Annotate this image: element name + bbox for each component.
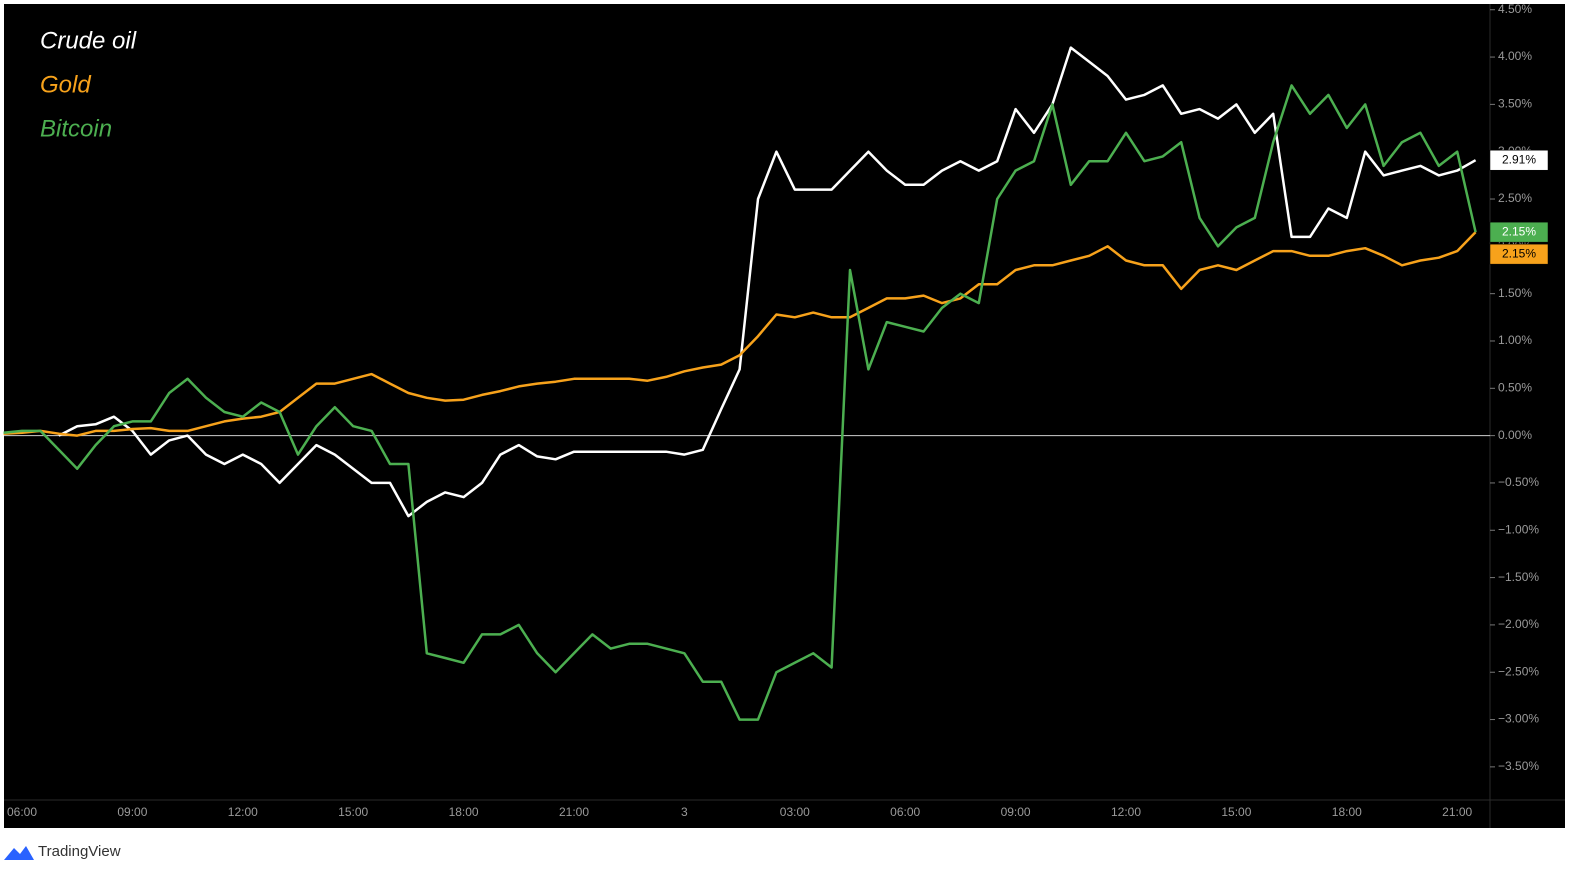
- y-tick-label: −2.50%: [1498, 664, 1539, 678]
- x-tick-label: 21:00: [1442, 805, 1472, 819]
- badge-box: [1489, 221, 1549, 243]
- y-tick-label: 4.50%: [1498, 2, 1532, 16]
- x-tick-label: 12:00: [1111, 805, 1141, 819]
- y-tick-label: 2.50%: [1498, 191, 1532, 205]
- last-value-badge: 2.91%: [1489, 149, 1549, 171]
- y-tick-label: 4.00%: [1498, 49, 1532, 63]
- y-tick-label: −1.00%: [1498, 522, 1539, 536]
- y-tick-label: −1.50%: [1498, 570, 1539, 584]
- series-line: [58, 46, 1477, 518]
- x-tick-label: 09:00: [117, 805, 147, 819]
- x-tick-label: 18:00: [449, 805, 479, 819]
- y-tick-label: −0.50%: [1498, 475, 1539, 489]
- x-tick-label: 15:00: [338, 805, 368, 819]
- last-value-badge: 2.15%: [1489, 221, 1549, 243]
- legend-entry: Bitcoin: [40, 115, 112, 142]
- y-tick-label: 1.50%: [1498, 286, 1532, 300]
- y-tick-label: −3.00%: [1498, 712, 1539, 726]
- x-tick-label: 3: [681, 805, 688, 819]
- badge-box: [1489, 243, 1549, 265]
- legend-entry: Gold: [40, 71, 91, 98]
- x-tick-label: 03:00: [780, 805, 810, 819]
- badge-label: 2.15%: [1502, 224, 1536, 238]
- brand-name: TradingView: [38, 843, 121, 860]
- legend-entry: Crude oil: [40, 27, 137, 54]
- x-tick-label: 21:00: [559, 805, 589, 819]
- badge-box: [1489, 149, 1549, 171]
- last-value-badge: 2.15%: [1489, 243, 1549, 265]
- badge-label: 2.15%: [1502, 246, 1536, 260]
- x-tick-label: 15:00: [1221, 805, 1251, 819]
- y-tick-label: 0.00%: [1498, 428, 1532, 442]
- badge-label: 2.91%: [1502, 152, 1536, 166]
- x-tick-label: 06:00: [890, 805, 920, 819]
- x-tick-label: 12:00: [228, 805, 258, 819]
- series-line: [3, 231, 1477, 437]
- y-tick-label: 0.50%: [1498, 380, 1532, 394]
- y-tick-label: −2.00%: [1498, 617, 1539, 631]
- brand-logo: [4, 846, 34, 860]
- y-tick-label: 1.00%: [1498, 333, 1532, 347]
- series-line: [3, 84, 1477, 721]
- x-tick-label: 06:00: [7, 805, 37, 819]
- x-tick-label: 18:00: [1332, 805, 1362, 819]
- x-tick-label: 09:00: [1001, 805, 1031, 819]
- y-tick-label: −3.50%: [1498, 759, 1539, 773]
- y-tick-label: 3.50%: [1498, 97, 1532, 111]
- brand[interactable]: TradingView: [4, 843, 121, 860]
